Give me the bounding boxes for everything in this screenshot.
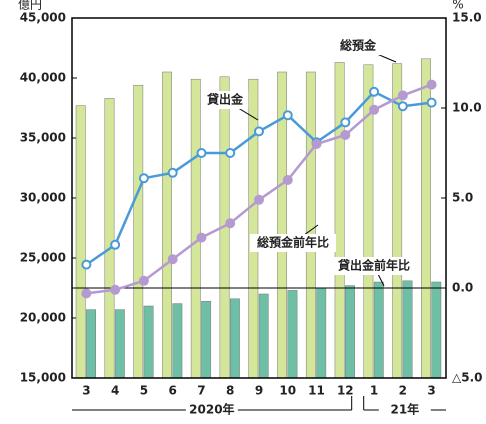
bar [133, 84, 144, 379]
point [282, 175, 293, 185]
bar [190, 78, 201, 379]
label-bg [250, 234, 336, 252]
label-bg [201, 91, 249, 109]
bar [305, 71, 316, 379]
point [340, 130, 351, 140]
y2-unit: % [452, 0, 463, 12]
series-label: 総預金 [340, 38, 377, 53]
year-bg [378, 402, 431, 418]
point [81, 288, 92, 299]
x-tick-label: 3 [82, 384, 90, 398]
y-tick-label: 20,000 [20, 311, 66, 325]
y-tick-label: 35,000 [20, 131, 66, 145]
point [397, 90, 408, 101]
y2-tick-label: 5.0 [452, 191, 473, 205]
bar [229, 298, 240, 379]
bar [431, 281, 442, 379]
point [110, 239, 121, 250]
y2-tick-label: 0.0 [452, 281, 473, 295]
x-tick-label: 8 [226, 384, 234, 398]
point [254, 194, 264, 205]
bar [172, 303, 183, 379]
bar [402, 280, 413, 379]
bar [114, 309, 125, 379]
year-bg [185, 402, 238, 418]
x-tick-label: 4 [111, 384, 119, 398]
bar [86, 309, 96, 379]
bar [75, 105, 86, 379]
bar [345, 285, 355, 379]
x-tick-label: 1 [370, 384, 378, 398]
point [167, 254, 178, 265]
point [282, 110, 293, 121]
y-tick-label: 45,000 [20, 11, 66, 25]
point [426, 79, 437, 90]
point [138, 173, 149, 184]
x-tick-label: 12 [337, 384, 354, 398]
x-tick-label: 5 [140, 384, 148, 398]
label-bg [334, 37, 382, 55]
point [369, 86, 380, 97]
bar [201, 300, 212, 379]
bar [104, 98, 115, 379]
y2-tick-label: △5.0 [452, 371, 483, 385]
y-tick-label: 25,000 [20, 251, 66, 265]
point [81, 259, 92, 270]
year-label: 2020年 [189, 402, 234, 417]
x-tick-label: 9 [255, 384, 263, 398]
bar [162, 71, 172, 379]
bar [258, 293, 269, 379]
x-tick-label: 3 [427, 384, 435, 398]
y-tick-label: 15,000 [20, 371, 66, 385]
point [369, 104, 380, 115]
point [225, 148, 236, 158]
bar [143, 305, 154, 379]
label-bg [331, 257, 417, 275]
x-tick-label: 2 [399, 384, 407, 398]
bar [316, 287, 327, 379]
bar [287, 290, 298, 379]
x-tick-label: 7 [197, 384, 205, 398]
bar [334, 62, 345, 379]
point [426, 97, 437, 108]
x-tick-label: 10 [279, 384, 296, 398]
point [196, 148, 207, 158]
series-label: 貸出金 [207, 92, 244, 107]
point [196, 232, 207, 243]
y2-tick-label: 10.0 [452, 101, 482, 115]
point [167, 167, 178, 178]
point [138, 275, 149, 286]
point [225, 218, 236, 229]
bar [392, 63, 403, 379]
plot-frame [71, 17, 447, 379]
y-tick-label: 30,000 [20, 191, 66, 205]
point [311, 139, 322, 149]
series-label: 総預金前年比 [257, 235, 329, 250]
bar [373, 281, 384, 379]
series-label: 貸出金前年比 [338, 258, 410, 273]
point [340, 117, 351, 128]
y-tick-label: 40,000 [20, 71, 66, 85]
y2-tick-label: 15.0 [452, 11, 482, 25]
point [397, 101, 408, 112]
point [110, 284, 121, 295]
bar [248, 78, 259, 379]
x-tick-label: 11 [308, 384, 325, 398]
y-unit: 億円 [18, 0, 42, 12]
point [254, 126, 264, 137]
x-tick-label: 6 [169, 384, 177, 398]
year-label: 21年 [390, 402, 419, 417]
